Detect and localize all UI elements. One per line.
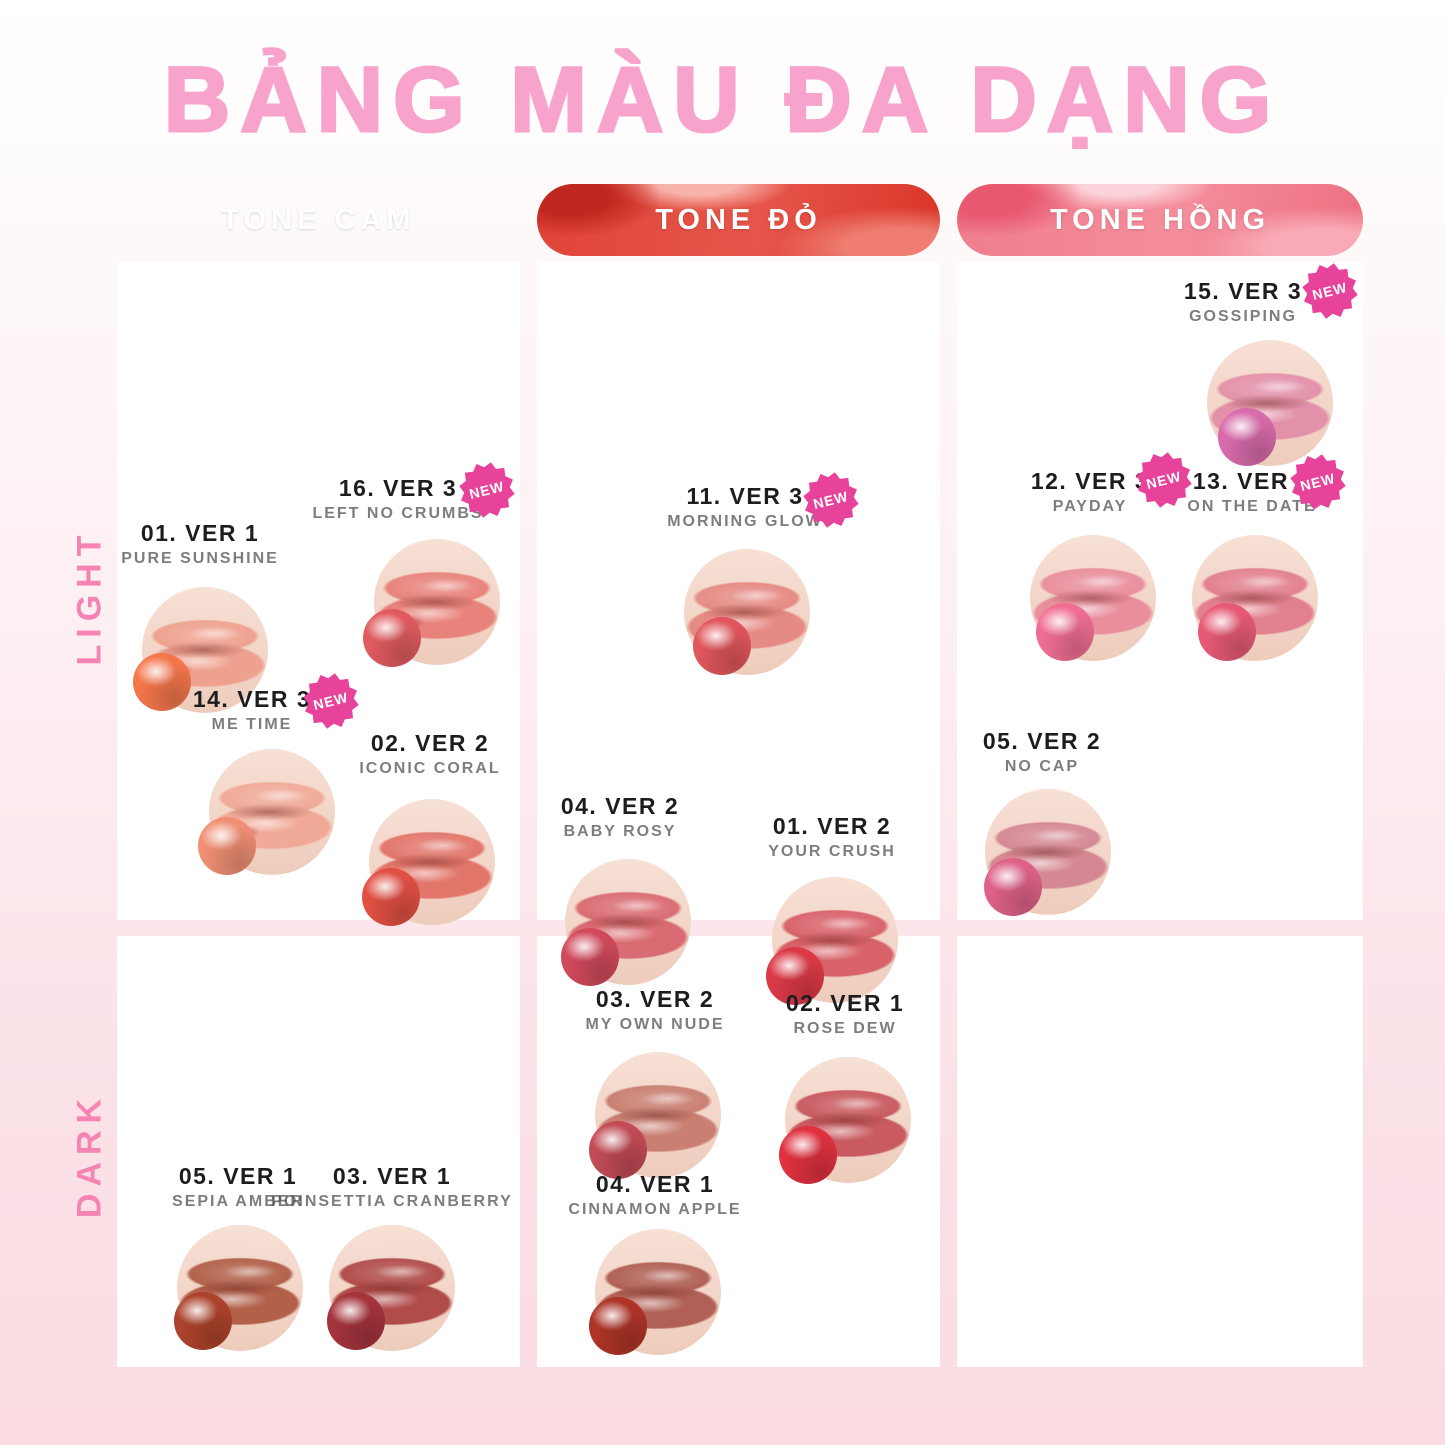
shade-number: 15. VER 3 xyxy=(1183,278,1303,304)
shade-swatch-morning-glow xyxy=(693,617,751,675)
shade-swatch-baby-rosy xyxy=(561,928,619,986)
shade-name: LEFT NO CRUMBS xyxy=(312,505,484,522)
new-badge-label: NEW xyxy=(811,487,851,513)
shade-number: 03. VER 2 xyxy=(595,986,715,1012)
column-header-tone-do-label: TONE ĐỎ xyxy=(655,203,822,236)
shade-number: 14. VER 3 xyxy=(192,686,312,712)
shade-swatch-left-no-crumbs xyxy=(363,609,421,667)
shade-number: 05. VER 1 xyxy=(178,1163,298,1189)
shade-number: 13. VER 3 xyxy=(1192,468,1312,494)
new-badge: NEW xyxy=(1298,259,1361,322)
shade-label-pure-sunshine: 01. VER 1 PURE SUNSHINE xyxy=(121,520,279,568)
column-header-tone-do: TONE ĐỎ xyxy=(537,184,940,256)
shade-label-sepia-amber: 05. VER 1 SEPIA AMBER xyxy=(172,1163,304,1211)
shade-number: 11. VER 3 xyxy=(686,483,804,509)
shade-name: ICONIC CORAL xyxy=(359,760,501,777)
shade-swatch-my-own-nude xyxy=(589,1121,647,1179)
shade-name: MORNING GLOW xyxy=(667,513,823,530)
shade-number: 05. VER 2 xyxy=(982,728,1102,754)
shade-label-poinsettia-cranberry: 03. VER 1 POINSETTIA CRANBERRY xyxy=(271,1163,513,1211)
shade-label-rose-dew: 02. VER 1 ROSE DEW xyxy=(786,990,904,1038)
shade-swatch-your-crush xyxy=(766,947,824,1005)
shade-label-iconic-coral: 02. VER 2 ICONIC CORAL xyxy=(359,730,500,778)
cell-hong-dark xyxy=(957,936,1363,1367)
shade-number: 04. VER 1 xyxy=(595,1171,715,1197)
shade-name: NO CAP xyxy=(1004,758,1080,775)
shade-swatch-pure-sunshine xyxy=(133,653,191,711)
shade-swatch-no-cap xyxy=(984,858,1042,916)
shade-name: BABY ROSY xyxy=(563,823,677,840)
shade-swatch-sepia-amber xyxy=(174,1292,232,1350)
shade-label-no-cap: 05. VER 2 NO CAP xyxy=(983,728,1101,776)
shade-label-me-time: 14. VER 3 ME TIME xyxy=(193,686,311,734)
new-badge-label: NEW xyxy=(311,688,351,714)
shade-name: PAYDAY xyxy=(1052,498,1128,515)
shade-label-payday: 12. VER 3 PAYDAY xyxy=(1031,468,1149,516)
shade-swatch-iconic-coral xyxy=(362,868,420,926)
column-header-tone-hong: TONE HỒNG xyxy=(957,184,1363,256)
new-badge-label: NEW xyxy=(467,477,507,503)
shade-number: 03. VER 1 xyxy=(332,1163,452,1189)
new-badge-label: NEW xyxy=(1298,469,1338,495)
column-header-tone-cam: TONE CAM xyxy=(117,184,520,256)
shade-swatch-cinnamon-apple xyxy=(589,1297,647,1355)
shade-label-left-no-crumbs: 16. VER 3 LEFT NO CRUMBS xyxy=(312,475,483,523)
column-header-tone-cam-label: TONE CAM xyxy=(221,203,416,236)
shade-swatch-poinsettia-cranberry xyxy=(327,1292,385,1350)
shade-number: 01. VER 1 xyxy=(140,520,260,546)
shade-label-morning-glow: 11. VER 3 MORNING GLOW xyxy=(667,483,823,531)
shade-name: PURE SUNSHINE xyxy=(121,550,279,567)
page-title: BẢNG MÀU ĐA DẠNG xyxy=(162,48,1282,153)
shade-label-cinnamon-apple: 04. VER 1 CINNAMON APPLE xyxy=(568,1171,741,1219)
shade-label-baby-rosy: 04. VER 2 BABY ROSY xyxy=(561,793,679,841)
shade-name: YOUR CRUSH xyxy=(768,843,896,860)
shade-label-gossiping: 15. VER 3 GOSSIPING xyxy=(1184,278,1302,326)
new-badge-label: NEW xyxy=(1144,467,1184,493)
shade-number: 01. VER 2 xyxy=(772,813,892,839)
shade-number: 02. VER 1 xyxy=(785,990,905,1016)
shade-swatch-rose-dew xyxy=(779,1126,837,1184)
shade-swatch-gossiping xyxy=(1218,408,1276,466)
shade-label-your-crush: 01. VER 2 YOUR CRUSH xyxy=(768,813,896,861)
shade-label-on-the-date: 13. VER 3 ON THE DATE xyxy=(1187,468,1316,516)
shade-name: ON THE DATE xyxy=(1187,498,1317,515)
shade-name: ME TIME xyxy=(211,716,293,733)
shade-swatch-payday xyxy=(1036,603,1094,661)
shade-number: 16. VER 3 xyxy=(338,475,458,501)
shade-number: 02. VER 2 xyxy=(370,730,490,756)
shade-swatch-on-the-date xyxy=(1198,603,1256,661)
shade-name: SEPIA AMBER xyxy=(172,1193,304,1210)
shade-number: 04. VER 2 xyxy=(560,793,680,819)
column-header-tone-hong-label: TONE HỒNG xyxy=(1049,203,1271,236)
shade-label-my-own-nude: 03. VER 2 MY OWN NUDE xyxy=(585,986,724,1034)
shade-name: ROSE DEW xyxy=(793,1020,897,1037)
shade-name: GOSSIPING xyxy=(1189,308,1297,325)
shade-name: POINSETTIA CRANBERRY xyxy=(271,1193,513,1210)
shade-name: CINNAMON APPLE xyxy=(568,1201,742,1218)
shade-number: 12. VER 3 xyxy=(1030,468,1150,494)
new-badge-label: NEW xyxy=(1310,278,1350,304)
shade-swatch-me-time xyxy=(198,817,256,875)
shade-name: MY OWN NUDE xyxy=(585,1016,725,1033)
